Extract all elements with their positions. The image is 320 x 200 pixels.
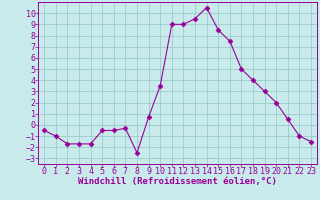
X-axis label: Windchill (Refroidissement éolien,°C): Windchill (Refroidissement éolien,°C) (78, 177, 277, 186)
